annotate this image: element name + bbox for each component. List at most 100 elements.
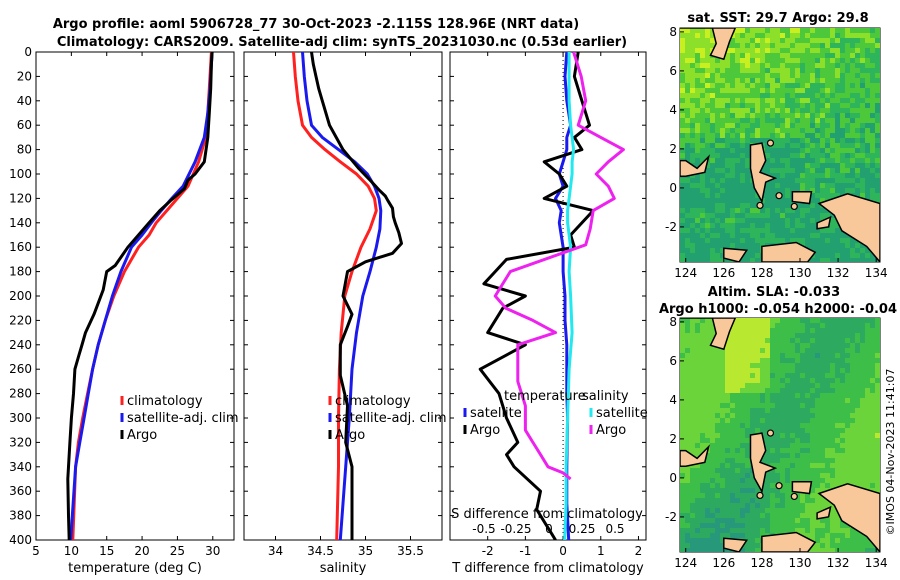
map-cell <box>685 83 690 88</box>
map-cell <box>845 178 850 183</box>
island-shape <box>790 492 798 501</box>
map-cell <box>810 148 815 153</box>
map-cell <box>805 363 810 368</box>
map-cell <box>800 103 805 108</box>
map-cell <box>800 358 805 363</box>
map-cell <box>845 108 850 113</box>
map-cell <box>765 508 770 513</box>
map-cell <box>770 478 775 483</box>
map-cell <box>715 373 720 378</box>
map-cell <box>805 108 810 113</box>
map-cell <box>770 328 775 333</box>
map-cell <box>695 503 700 508</box>
map-cell <box>760 353 765 358</box>
map-cell <box>865 438 870 443</box>
map-cell <box>755 213 760 218</box>
map-cell <box>770 493 775 498</box>
map-cell <box>740 358 745 363</box>
map-cell <box>830 458 835 463</box>
map-cell <box>710 373 715 378</box>
map-cell <box>750 338 755 343</box>
map-cell <box>815 323 820 328</box>
map-cell <box>830 413 835 418</box>
map-cell <box>750 213 755 218</box>
map-cell <box>740 448 745 453</box>
map-cell <box>835 458 840 463</box>
map-cell <box>780 393 785 398</box>
map-cell <box>785 408 790 413</box>
map-cell <box>770 43 775 48</box>
map-cell <box>685 203 690 208</box>
map-cell <box>800 33 805 38</box>
map-cell <box>760 503 765 508</box>
map-cell <box>765 453 770 458</box>
map-cell <box>740 398 745 403</box>
map-cell <box>750 258 755 262</box>
map-cell <box>855 103 860 108</box>
map-cell <box>845 323 850 328</box>
map-cell <box>715 463 720 468</box>
map-cell <box>840 368 845 373</box>
map-cell <box>735 458 740 463</box>
map-cell <box>865 173 870 178</box>
map-cell <box>790 383 795 388</box>
map-cell <box>685 158 690 163</box>
map-cell <box>775 133 780 138</box>
map-cell <box>745 478 750 483</box>
map-cell <box>835 253 840 258</box>
map-cell <box>750 488 755 493</box>
map-cell <box>695 443 700 448</box>
map-cell <box>740 478 745 483</box>
map-cell <box>705 73 710 78</box>
map-cell <box>865 468 870 473</box>
map-cell <box>815 133 820 138</box>
map-cell <box>700 58 705 63</box>
map-cell <box>850 528 855 533</box>
map-cell <box>680 203 685 208</box>
map-cell <box>805 373 810 378</box>
y-tick-label: 300 <box>9 411 32 425</box>
map-cell <box>870 408 875 413</box>
map-cell <box>760 228 765 233</box>
map-cell <box>860 338 865 343</box>
map-cell <box>855 123 860 128</box>
map-cell <box>745 368 750 373</box>
map-cell <box>685 28 690 33</box>
map-cell <box>855 448 860 453</box>
map-cell <box>720 183 725 188</box>
map-cell <box>735 498 740 503</box>
map-cell <box>755 253 760 258</box>
map-cell <box>860 123 865 128</box>
map-cell <box>815 458 820 463</box>
map-cell <box>815 468 820 473</box>
land-shape <box>816 215 832 230</box>
map-cell <box>680 318 685 323</box>
map-cell <box>710 128 715 133</box>
map-cell <box>710 428 715 433</box>
map-cell <box>680 233 685 238</box>
map-cell <box>740 63 745 68</box>
map-cell <box>780 83 785 88</box>
map-cell <box>795 448 800 453</box>
map-cell <box>690 443 695 448</box>
map-cell <box>685 33 690 38</box>
map-cell <box>750 348 755 353</box>
map-cell <box>860 38 865 43</box>
map-cell <box>715 523 720 528</box>
map-cell <box>740 483 745 488</box>
map-cell <box>750 393 755 398</box>
map-cell <box>875 53 880 58</box>
map-cell <box>725 478 730 483</box>
map-cell <box>840 333 845 338</box>
map-cell <box>810 178 815 183</box>
map-cell <box>815 363 820 368</box>
map-cell <box>780 183 785 188</box>
map-cell <box>840 188 845 193</box>
map-cell <box>845 438 850 443</box>
map-cell <box>705 183 710 188</box>
map-cell <box>835 463 840 468</box>
map-cell <box>750 388 755 393</box>
map-cell <box>780 148 785 153</box>
map-cell <box>695 423 700 428</box>
map-cell <box>870 318 875 323</box>
